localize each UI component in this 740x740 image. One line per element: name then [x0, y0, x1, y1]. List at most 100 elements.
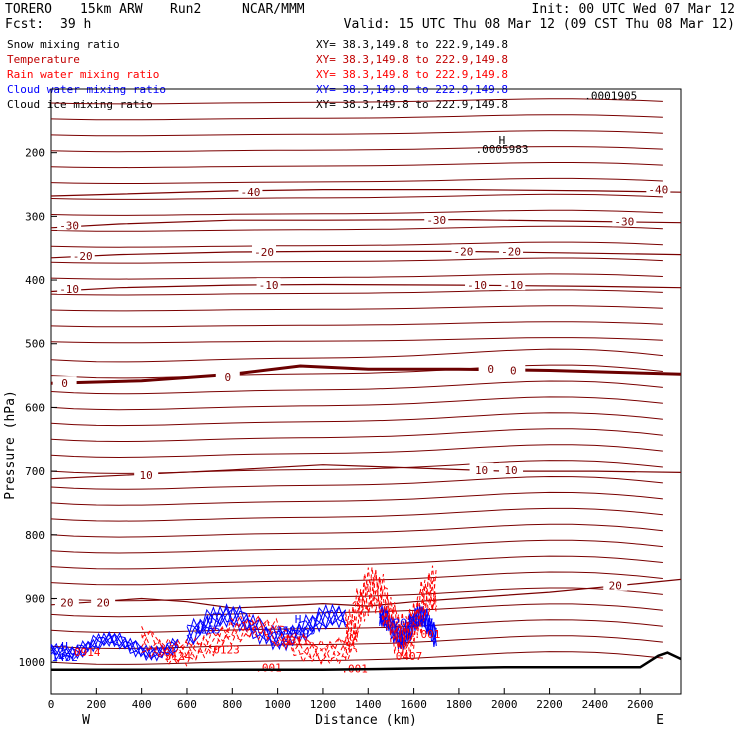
extrema-label: .0123: [207, 643, 240, 656]
legend: Snow mixing ratio XY= 38.3,149.8 to 222.9…: [7, 38, 508, 111]
contour-label-bg: [469, 462, 494, 475]
temperature-contour--30: [50, 218, 682, 229]
contour-label-bg: [57, 281, 82, 294]
x-tick-label: 2400: [582, 698, 609, 711]
contour-label-bg: [465, 278, 490, 291]
rain-contour: [345, 576, 437, 651]
temperature-contour-minor: [50, 273, 663, 280]
header-valid: Valid: 15 UTC Thu 08 Mar 12 (09 CST Thu …: [344, 17, 735, 32]
x-tick-label: 1800: [446, 698, 473, 711]
temperature-contour-minor: [50, 412, 663, 427]
x-axis-label: Distance (km): [315, 713, 417, 728]
rain-contour: [141, 613, 358, 666]
y-tick-label: 200: [25, 147, 45, 160]
contour-label: -10: [467, 279, 487, 292]
cloud-water-contour: [50, 630, 179, 662]
header-run: Run2: [170, 2, 201, 17]
temperature-contour-minor: [50, 337, 663, 344]
contour-label-bg: [499, 462, 524, 475]
contour-label-bg: [256, 278, 281, 291]
temperature-contour-minor: [50, 571, 663, 586]
x-axis-endpoint-right: E: [656, 713, 664, 728]
contour-label-bg: [451, 244, 476, 257]
legend-xy: XY= 38.3,149.8 to 222.9,149.8: [316, 38, 508, 51]
rain-contour: [141, 615, 358, 666]
extrema-label: .001: [255, 661, 282, 674]
x-tick-label: 0: [48, 698, 55, 711]
temperature-contour-minor: [50, 428, 663, 443]
temperature-contour-minor: [50, 380, 663, 395]
header-org: NCAR/MMM: [242, 2, 305, 17]
contour-label-bg: [499, 244, 524, 257]
contour-label-bg: [424, 213, 449, 226]
rain-contour: [345, 570, 437, 657]
terrain-surface: [51, 651, 682, 672]
temperature-contour-0: [50, 364, 682, 385]
temperature-contour-minor: [50, 162, 663, 169]
extrema-label: H: [295, 613, 302, 626]
y-tick-label: 300: [25, 210, 45, 223]
extrema-label: 3265: [194, 624, 221, 637]
x-tick-label: 200: [86, 698, 106, 711]
x-tick-label: 800: [222, 698, 242, 711]
temperature-contour-minor: [50, 114, 663, 121]
contour-label-bg: [134, 467, 159, 480]
contour-label-bg: [603, 578, 628, 591]
terrain-line: [51, 651, 682, 672]
contour-label-bg: [52, 376, 77, 389]
legend-label: Temperature: [7, 53, 80, 66]
microphysics-contours: [50, 565, 437, 667]
cloud-water-contour: [50, 632, 179, 661]
extrema-label: .0005983: [475, 143, 528, 156]
y-axis-label: Pressure (hPa): [3, 390, 18, 500]
contour-label: 0: [510, 364, 517, 377]
header-init: Init: 00 UTC Wed 07 Mar 12: [532, 2, 736, 17]
x-axis: 0 200 400 600 800 1000 1200 1400 1600 1800 2000 220…: [48, 688, 654, 711]
extrema-label: 202387: [394, 617, 434, 630]
temperature-contour--10: [50, 283, 682, 293]
temperature-contour-minor: [50, 364, 663, 379]
contour-label: 20: [609, 580, 622, 593]
temperature-contour-minor: [50, 241, 663, 248]
legend-label: Snow mixing ratio: [7, 38, 120, 51]
header-model: TORERO: [5, 2, 52, 17]
x-tick-label: 2600: [627, 698, 654, 711]
legend-label: Cloud ice mixing ratio: [7, 98, 153, 111]
temperature-contour-minor: [50, 209, 663, 216]
temperature-contour-minor: [50, 289, 663, 296]
contour-label: 10: [140, 469, 153, 482]
legend-xy: XY= 38.3,149.8 to 222.9,149.8: [316, 68, 508, 81]
y-tick-label: 500: [25, 338, 45, 351]
y-tick-label: 600: [25, 401, 45, 414]
temperature-contour-minor: [50, 523, 663, 538]
header-fcst-label: Fcst:: [5, 17, 44, 32]
contour-label-bg: [215, 369, 240, 382]
x-tick-label: 1200: [310, 698, 337, 711]
temperature-contour-minor: [50, 146, 663, 153]
cloud-water-contour: [186, 603, 347, 651]
contour-label-bg: [612, 214, 637, 227]
temperature-contours: [50, 98, 682, 665]
temperature-contour-minor: [50, 587, 663, 602]
contour-label: -20: [254, 246, 274, 259]
contour-label: -30: [614, 215, 634, 228]
rain-contour: [141, 613, 358, 667]
contour-label: -30: [59, 219, 79, 232]
rain-contour: [345, 565, 437, 657]
contour-label-bg: [646, 182, 671, 195]
temperature-contour-minor: [50, 98, 663, 105]
contour-label: 10: [475, 464, 488, 477]
contour-label: -40: [648, 184, 668, 197]
temperature-contour-minor: [50, 555, 663, 570]
contour-label-bg: [70, 248, 95, 261]
contour-labels: -40 -40 -30 -30 -30 -20 -20 -20 -20 -10 -10 -10 -10 0…: [51, 89, 671, 676]
contour-label: 20: [96, 596, 109, 609]
contour-label-bg: [478, 362, 503, 375]
temperature-contour-minor: [50, 305, 663, 312]
contour-label: 0: [61, 377, 68, 390]
y-tick-label: 800: [25, 529, 45, 542]
contour-label: -40: [240, 186, 260, 199]
header-fcst-value: 39 h: [60, 17, 91, 32]
legend-xy: XY= 38.3,149.8 to 222.9,149.8: [316, 53, 508, 66]
plot-frame: [50, 88, 682, 695]
